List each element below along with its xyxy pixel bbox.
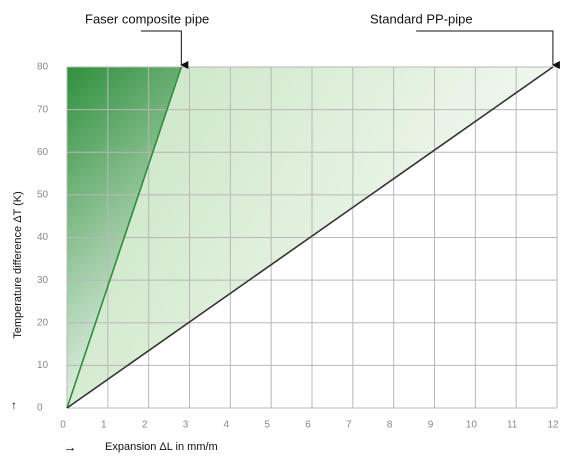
- x-axis-label: Expansion ΔL in mm/m: [105, 441, 218, 453]
- y-tick-label: 60: [37, 147, 49, 158]
- x-tick-label: 4: [224, 420, 230, 431]
- annotation-arrow: [140, 30, 189, 69]
- y-tick-label: 30: [37, 275, 49, 286]
- x-tick-label: 9: [428, 420, 434, 431]
- x-tick-label: 5: [264, 420, 270, 431]
- x-tick-label: 12: [547, 420, 559, 431]
- x-arrow: →: [64, 439, 77, 454]
- y-axis-label: Temperature difference ΔT (K): [12, 191, 24, 339]
- y-tick-label: 40: [37, 232, 49, 243]
- annotation-arrow: [416, 30, 560, 69]
- annotation: Standard PP-pipe: [370, 11, 473, 26]
- y-tick-label: 70: [37, 104, 49, 115]
- x-tick-label: 0: [60, 420, 66, 431]
- x-tick-label: 6: [305, 420, 311, 431]
- x-tick-label: 2: [142, 420, 148, 431]
- y-tick-label: 80: [37, 62, 49, 73]
- y-tick-label: 10: [37, 360, 49, 371]
- line: [66, 66, 554, 409]
- annotation: Faser composite pipe: [85, 11, 209, 26]
- line: [66, 66, 183, 409]
- y-tick-label: 50: [37, 190, 49, 201]
- x-tick-label: 11: [507, 420, 518, 431]
- y-tick-label: 20: [37, 317, 49, 328]
- x-tick-label: 8: [387, 420, 393, 431]
- y-arrow: ↑: [11, 398, 17, 412]
- x-tick-label: 7: [346, 420, 352, 431]
- x-tick-label: 3: [183, 420, 189, 431]
- x-tick-label: 10: [466, 420, 478, 431]
- y-tick-label: 0: [37, 403, 43, 414]
- x-tick-label: 1: [101, 420, 107, 431]
